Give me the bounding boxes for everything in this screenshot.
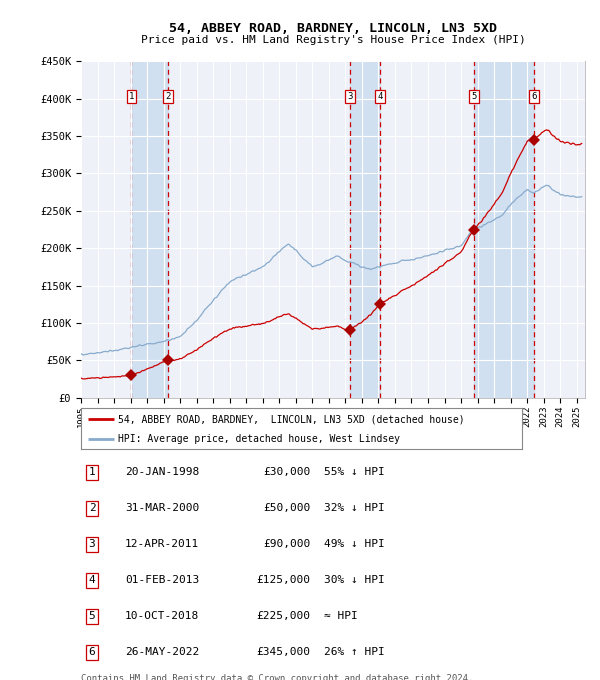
Text: Price paid vs. HM Land Registry's House Price Index (HPI): Price paid vs. HM Land Registry's House … [140, 35, 526, 46]
Text: 26% ↑ HPI: 26% ↑ HPI [323, 647, 385, 658]
Text: HPI: Average price, detached house, West Lindsey: HPI: Average price, detached house, West… [118, 434, 400, 443]
Text: 32% ↓ HPI: 32% ↓ HPI [323, 503, 385, 513]
Text: 49% ↓ HPI: 49% ↓ HPI [323, 539, 385, 549]
Text: 10-OCT-2018: 10-OCT-2018 [125, 611, 199, 622]
Text: 2: 2 [89, 503, 95, 513]
Text: 5: 5 [471, 92, 476, 101]
Text: £125,000: £125,000 [256, 575, 310, 585]
Text: Contains HM Land Registry data © Crown copyright and database right 2024.
This d: Contains HM Land Registry data © Crown c… [81, 674, 473, 680]
Text: 12-APR-2011: 12-APR-2011 [125, 539, 199, 549]
Text: £50,000: £50,000 [263, 503, 310, 513]
Text: ≈ HPI: ≈ HPI [323, 611, 358, 622]
Text: 1: 1 [129, 92, 134, 101]
Text: 6: 6 [531, 92, 536, 101]
Text: 31-MAR-2000: 31-MAR-2000 [125, 503, 199, 513]
Text: 30% ↓ HPI: 30% ↓ HPI [323, 575, 385, 585]
Text: 4: 4 [89, 575, 95, 585]
Text: 20-JAN-1998: 20-JAN-1998 [125, 467, 199, 477]
Text: 3: 3 [89, 539, 95, 549]
Text: 55% ↓ HPI: 55% ↓ HPI [323, 467, 385, 477]
Bar [350, 61, 380, 398]
Text: 2: 2 [165, 92, 170, 101]
Text: 01-FEB-2013: 01-FEB-2013 [125, 575, 199, 585]
Text: 4: 4 [377, 92, 383, 101]
Text: 1: 1 [89, 467, 95, 477]
Text: £90,000: £90,000 [263, 539, 310, 549]
Text: £345,000: £345,000 [256, 647, 310, 658]
Bar [131, 61, 168, 398]
Text: £30,000: £30,000 [263, 467, 310, 477]
Text: 26-MAY-2022: 26-MAY-2022 [125, 647, 199, 658]
Text: 3: 3 [347, 92, 353, 101]
Bar [474, 61, 533, 398]
Text: 6: 6 [89, 647, 95, 658]
Text: £225,000: £225,000 [256, 611, 310, 622]
Text: 5: 5 [89, 611, 95, 622]
Text: 54, ABBEY ROAD, BARDNEY, LINCOLN, LN3 5XD: 54, ABBEY ROAD, BARDNEY, LINCOLN, LN3 5X… [169, 22, 497, 35]
Text: 54, ABBEY ROAD, BARDNEY,  LINCOLN, LN3 5XD (detached house): 54, ABBEY ROAD, BARDNEY, LINCOLN, LN3 5X… [118, 414, 465, 424]
